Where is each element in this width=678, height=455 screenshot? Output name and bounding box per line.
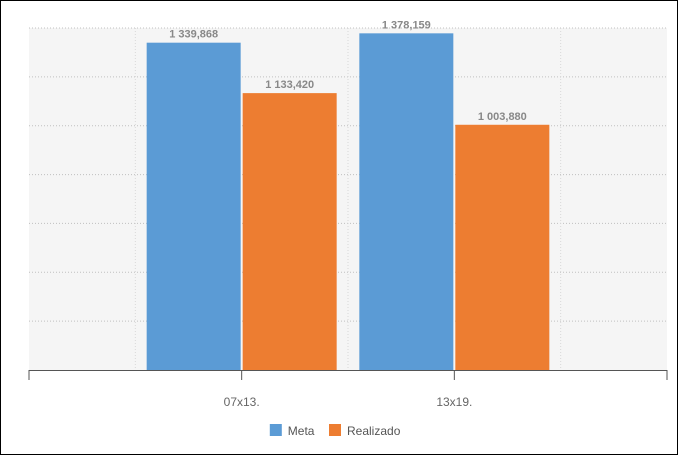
legend-item-realizado[interactable]: Realizado (329, 424, 401, 438)
legend-swatch (269, 424, 282, 436)
legend-item-meta[interactable]: Meta (269, 424, 315, 438)
bar-meta-2[interactable] (359, 33, 454, 370)
legend-label: Realizado (347, 424, 401, 438)
data-label: 1 133,420 (265, 79, 314, 91)
legend-label: Meta (288, 424, 315, 438)
data-label: 1 339,868 (169, 29, 218, 41)
data-label: 1 003,880 (478, 111, 527, 123)
axis-layer: 07x13. 13x19. (28, 370, 668, 409)
bar-realizado-1[interactable] (242, 93, 337, 370)
legend[interactable]: Meta Realizado (269, 424, 401, 438)
data-label: 1 378,159 (382, 19, 431, 31)
bars-layer: 1 339,868 1 133,420 1 378,159 1 003,880 (146, 19, 550, 371)
x-tick-label: 13x19. (436, 395, 472, 409)
legend-swatch (329, 424, 341, 436)
x-tick-label: 07x13. (224, 395, 260, 409)
grid-layer (29, 27, 667, 370)
bar-realizado-2[interactable] (455, 124, 550, 371)
bar-meta-1[interactable] (146, 42, 241, 370)
